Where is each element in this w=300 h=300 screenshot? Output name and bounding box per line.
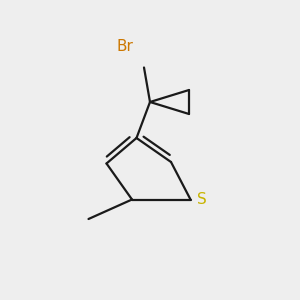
Text: Br: Br: [116, 39, 133, 54]
Text: S: S: [197, 192, 207, 207]
